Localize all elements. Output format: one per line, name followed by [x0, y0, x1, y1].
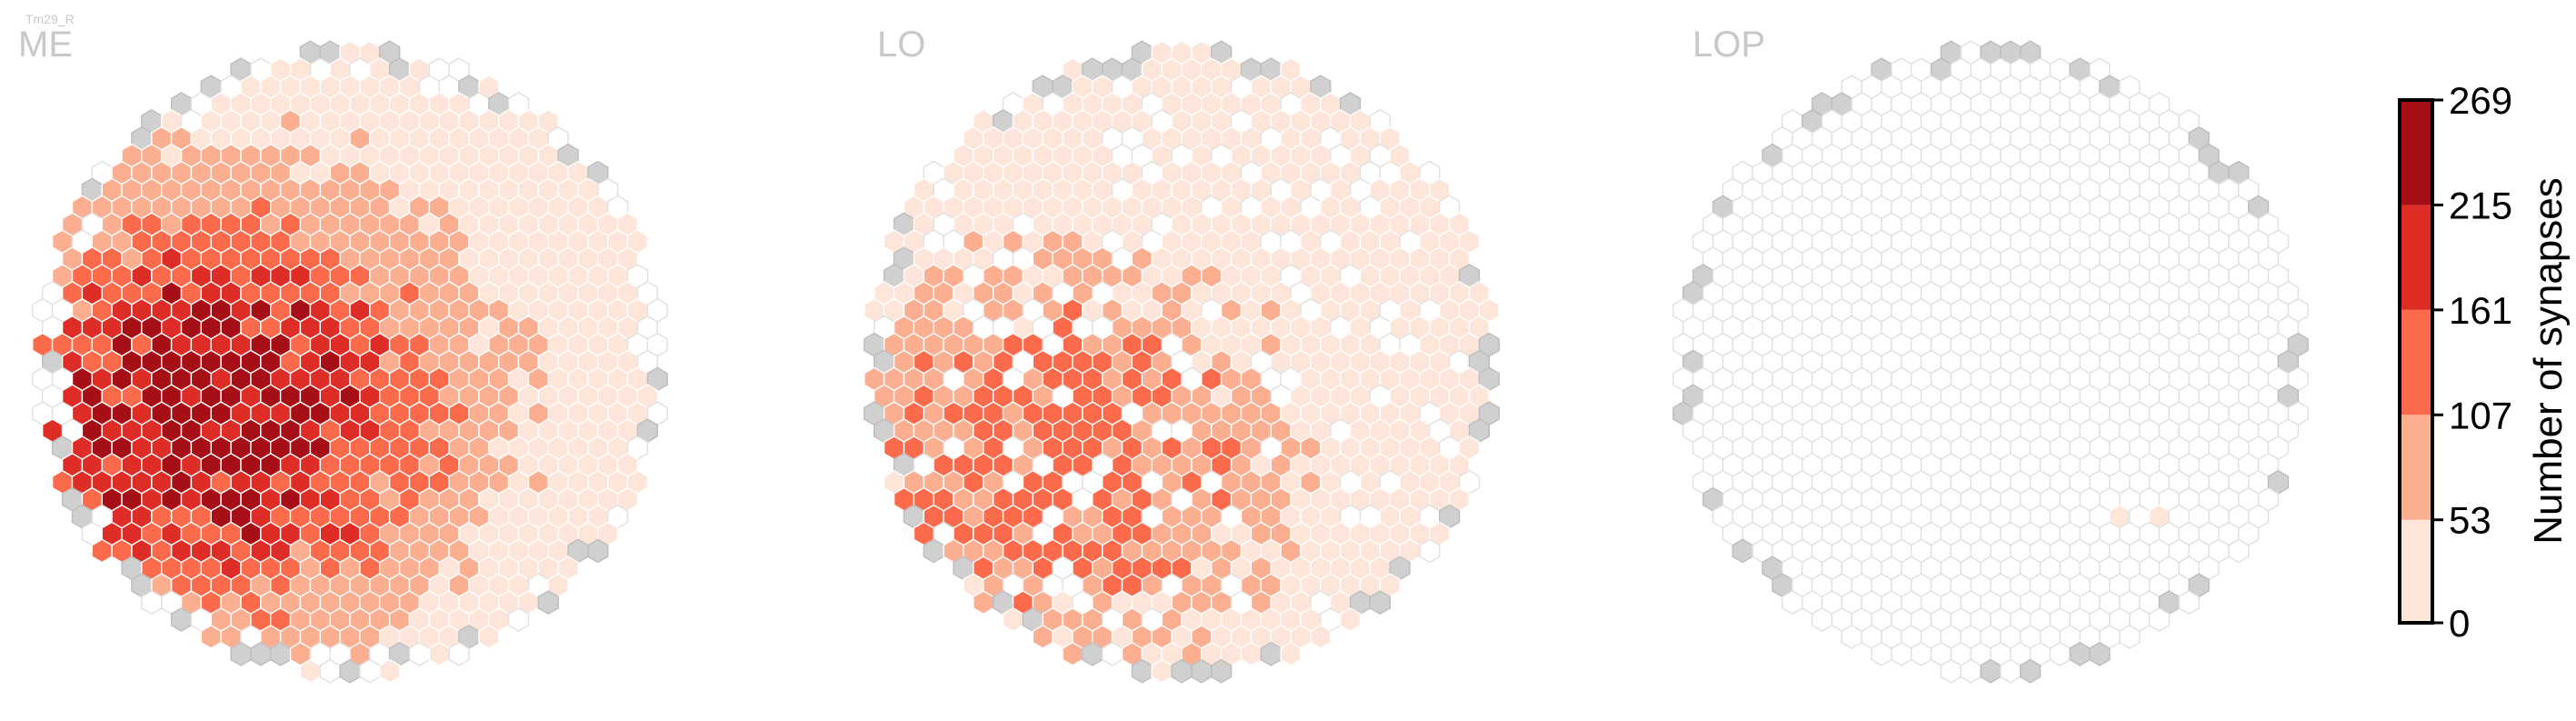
- hex-cell: [1210, 658, 1233, 684]
- hex-cell: [359, 658, 381, 684]
- hex-grid-me: [32, 40, 668, 684]
- colorbar-ticks: 0 53 107 161 215 269: [2432, 79, 2512, 645]
- colorbar-bin: [2400, 309, 2432, 416]
- hex-cell: [2069, 641, 2091, 666]
- hex-cell: [973, 590, 994, 616]
- hex-cell: [379, 658, 401, 684]
- colorbar-tick-label: 107: [2449, 394, 2512, 436]
- colorbar-bin: [2400, 415, 2432, 520]
- hex-cell: [1002, 607, 1024, 632]
- colorbar-frame: [2398, 98, 2434, 625]
- hex-cell: [339, 658, 361, 684]
- colorbar-tick-label: 215: [2449, 184, 2512, 226]
- colorbar-tick-label: 161: [2449, 289, 2512, 332]
- hex-cell: [1980, 658, 2002, 684]
- hex-grid-lo: [864, 40, 1500, 684]
- panel-lop: LOP: [1672, 25, 2309, 684]
- hex-cell: [537, 590, 559, 616]
- hex-cell: [1310, 624, 1332, 649]
- panel-title-me: ME: [18, 25, 73, 65]
- colorbar: 0 53 107 161 215 269 Number of synapses: [2398, 79, 2571, 645]
- hex-cell: [1191, 658, 1213, 684]
- hex-cell: [91, 538, 113, 564]
- hex-cell: [1871, 641, 1892, 666]
- hex-cell: [1171, 658, 1193, 684]
- hex-cell: [170, 607, 193, 632]
- hex-cell: [2119, 624, 2141, 649]
- hex-cell: [428, 641, 450, 666]
- colorbar-tick-label: 53: [2449, 499, 2491, 542]
- colorbar-bin: [2400, 205, 2432, 310]
- hex-cell: [2019, 658, 2042, 684]
- hex-grid-lop: [1672, 40, 2309, 684]
- hex-cell: [1960, 658, 1982, 684]
- hex-cell: [2178, 590, 2200, 616]
- colorbar-bin: [2400, 100, 2432, 205]
- hex-cell: [587, 538, 609, 564]
- hex-cell: [319, 658, 341, 684]
- hex-cell: [1101, 641, 1123, 666]
- hex-cell: [250, 641, 272, 666]
- hex-cell: [1082, 641, 1103, 666]
- hex-cell: [299, 658, 321, 684]
- hex-cell: [923, 538, 944, 564]
- cell-type-label: Tm29_R: [25, 12, 75, 26]
- panel-me: ME: [18, 25, 668, 684]
- hex-cell: [1151, 658, 1173, 684]
- hex-cell: [1131, 658, 1153, 684]
- panel-lo: LO: [864, 25, 1500, 684]
- hex-cell: [2228, 538, 2250, 564]
- hex-cell: [1032, 624, 1053, 649]
- hex-cell: [1369, 590, 1391, 616]
- colorbar-bins: [2400, 100, 2432, 623]
- hex-cell: [1240, 641, 1263, 666]
- hex-cell: [1910, 641, 1932, 666]
- panel-title-lo: LO: [877, 25, 925, 65]
- hex-cell: [1811, 607, 1833, 632]
- hex-cell: [507, 607, 530, 632]
- hex-cell: [2049, 641, 2072, 666]
- hex-cell: [230, 641, 252, 666]
- hex-cell: [1062, 641, 1083, 666]
- hex-cell: [1280, 641, 1302, 666]
- colorbar-bin: [2400, 519, 2432, 623]
- hex-cell: [1940, 658, 1962, 684]
- hex-cell: [1260, 641, 1282, 666]
- hex-cell: [1419, 538, 1441, 564]
- hex-cell: [1339, 607, 1362, 632]
- hex-cell: [2148, 607, 2171, 632]
- hex-cell: [478, 624, 500, 649]
- hex-cell: [2089, 641, 2111, 666]
- hex-cell: [1841, 624, 1862, 649]
- colorbar-tick-label: 269: [2449, 79, 2512, 122]
- hex-cell: [408, 641, 430, 666]
- hex-cell: [2000, 658, 2022, 684]
- hex-cell: [1732, 538, 1753, 564]
- hex-cell: [141, 590, 163, 616]
- hex-cell: [1891, 641, 1912, 666]
- hex-cell: [270, 641, 292, 666]
- colorbar-label: Number of synapses: [2526, 177, 2571, 545]
- hex-cell: [1782, 590, 1803, 616]
- panel-title-lop: LOP: [1692, 25, 1765, 65]
- colorbar-tick-label: 0: [2449, 602, 2470, 645]
- hex-cell: [448, 641, 470, 666]
- hex-cell: [200, 624, 222, 649]
